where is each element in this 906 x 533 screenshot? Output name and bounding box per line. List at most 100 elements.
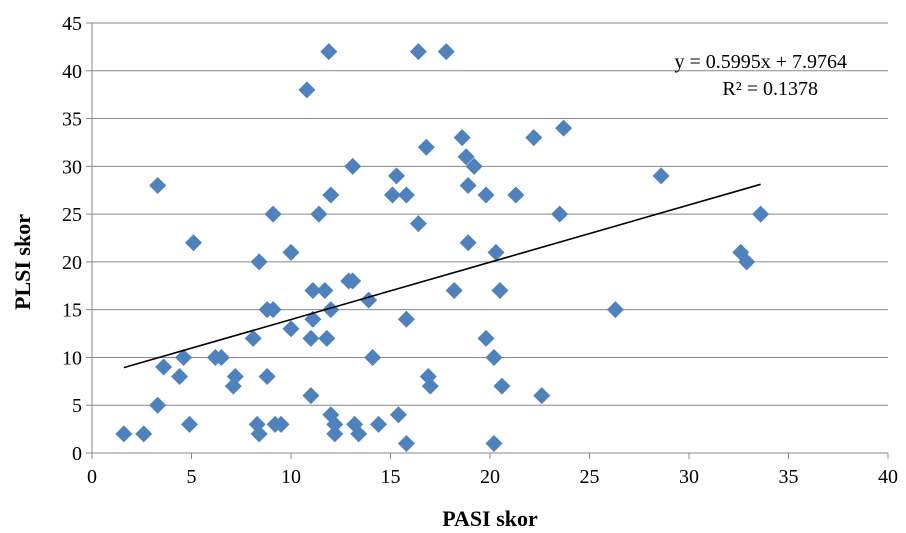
data-point bbox=[320, 43, 338, 61]
data-point bbox=[465, 157, 483, 175]
data-point bbox=[477, 329, 495, 347]
data-point bbox=[397, 310, 415, 328]
data-point bbox=[738, 253, 756, 271]
data-point bbox=[555, 119, 573, 137]
data-point bbox=[326, 425, 344, 443]
data-point bbox=[304, 282, 322, 300]
y-tick-labels: 0 5 10 15 20 25 30 35 40 45 bbox=[62, 13, 92, 465]
data-point bbox=[493, 377, 511, 395]
data-point bbox=[421, 377, 439, 395]
data-point bbox=[397, 186, 415, 204]
data-point bbox=[282, 320, 300, 338]
x-tick-label: 0 bbox=[87, 466, 97, 488]
data-point bbox=[507, 186, 525, 204]
y-tick-label: 45 bbox=[62, 13, 82, 35]
data-point bbox=[258, 368, 276, 386]
x-tick-label: 5 bbox=[187, 466, 197, 488]
data-point bbox=[409, 215, 427, 233]
data-point bbox=[175, 348, 193, 366]
data-point bbox=[387, 167, 405, 185]
data-point bbox=[310, 205, 328, 223]
data-point bbox=[551, 205, 569, 223]
data-point bbox=[135, 425, 153, 443]
data-point bbox=[491, 282, 509, 300]
y-tick-label: 15 bbox=[62, 300, 82, 322]
data-point bbox=[226, 368, 244, 386]
data-point bbox=[155, 358, 173, 376]
data-point bbox=[652, 167, 670, 185]
y-tick-label: 40 bbox=[62, 61, 82, 83]
data-point bbox=[487, 243, 505, 261]
data-point bbox=[171, 368, 189, 386]
data-point bbox=[525, 129, 543, 147]
data-point bbox=[250, 253, 268, 271]
data-point bbox=[453, 129, 471, 147]
trendline bbox=[123, 183, 761, 369]
data-point bbox=[318, 329, 336, 347]
data-point bbox=[316, 282, 334, 300]
data-point bbox=[417, 138, 435, 156]
data-point bbox=[212, 348, 230, 366]
y-tick-label: 0 bbox=[72, 443, 82, 465]
y-axis-title: PLSI skor bbox=[10, 214, 35, 310]
x-tick-label: 40 bbox=[878, 466, 898, 488]
trendline-r-squared: R² = 0.1378 bbox=[722, 78, 818, 100]
y-tick-label: 10 bbox=[62, 347, 82, 369]
x-tick-label: 35 bbox=[779, 466, 799, 488]
data-point bbox=[149, 176, 167, 194]
x-tick-label: 20 bbox=[480, 466, 500, 488]
data-point bbox=[350, 425, 368, 443]
data-point bbox=[302, 387, 320, 405]
data-point bbox=[459, 234, 477, 252]
y-tick-label: 30 bbox=[62, 156, 82, 178]
data-point bbox=[459, 176, 477, 194]
data-point bbox=[298, 81, 316, 99]
data-point bbox=[409, 43, 427, 61]
data-point bbox=[326, 415, 344, 433]
data-point bbox=[272, 415, 290, 433]
data-point bbox=[752, 205, 770, 223]
data-point bbox=[302, 329, 320, 347]
x-tick-label: 10 bbox=[281, 466, 301, 488]
data-point bbox=[181, 415, 199, 433]
data-points bbox=[115, 43, 770, 452]
y-tick-label: 20 bbox=[62, 252, 82, 274]
data-point bbox=[370, 415, 388, 433]
trendline-group bbox=[123, 183, 761, 369]
y-tick-label: 35 bbox=[62, 109, 82, 131]
y-tick-label: 25 bbox=[62, 204, 82, 226]
data-point bbox=[485, 434, 503, 452]
data-point bbox=[282, 243, 300, 261]
data-point bbox=[437, 43, 455, 61]
data-point bbox=[397, 434, 415, 452]
data-point bbox=[364, 348, 382, 366]
x-tick-labels: 0 5 10 15 20 25 30 35 40 bbox=[87, 453, 898, 488]
data-point bbox=[115, 425, 133, 443]
data-point bbox=[485, 348, 503, 366]
data-point bbox=[477, 186, 495, 204]
data-point bbox=[244, 329, 262, 347]
data-point bbox=[250, 425, 268, 443]
data-point bbox=[457, 148, 475, 166]
data-point bbox=[149, 396, 167, 414]
data-point bbox=[606, 301, 624, 319]
data-point bbox=[389, 406, 407, 424]
x-tick-label: 25 bbox=[580, 466, 600, 488]
data-point bbox=[322, 301, 340, 319]
x-tick-label: 30 bbox=[679, 466, 699, 488]
data-point bbox=[445, 282, 463, 300]
data-point bbox=[533, 387, 551, 405]
data-point bbox=[732, 243, 750, 261]
x-tick-label: 15 bbox=[381, 466, 401, 488]
data-point bbox=[383, 186, 401, 204]
x-axis-title: PASI skor bbox=[442, 506, 538, 531]
data-point bbox=[322, 186, 340, 204]
data-point bbox=[344, 272, 362, 290]
data-point bbox=[184, 234, 202, 252]
data-point bbox=[264, 301, 282, 319]
trendline-equation: y = 0.5995x + 7.9764 bbox=[674, 51, 847, 73]
data-point bbox=[344, 157, 362, 175]
data-point bbox=[264, 205, 282, 223]
